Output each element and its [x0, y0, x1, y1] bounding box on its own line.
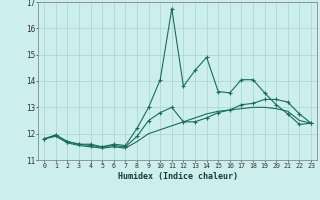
- X-axis label: Humidex (Indice chaleur): Humidex (Indice chaleur): [118, 172, 238, 181]
